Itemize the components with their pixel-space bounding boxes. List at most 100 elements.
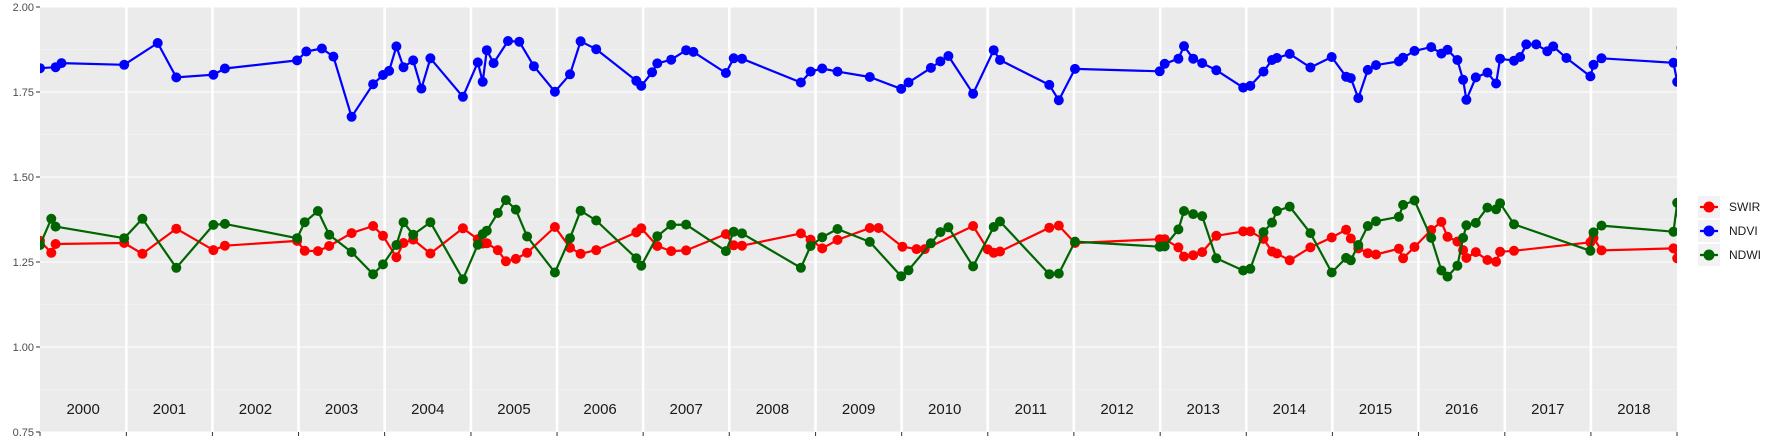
ndwi-point	[1672, 197, 1677, 208]
swir-point	[46, 247, 57, 258]
ndwi-point	[492, 208, 503, 218]
swir-point	[481, 238, 492, 249]
ndwi-point	[943, 222, 954, 233]
ndvi-point	[1588, 59, 1599, 70]
swir-point	[549, 222, 560, 232]
series-ndvi	[40, 36, 1691, 122]
ndwi-point	[1676, 213, 1677, 218]
ndwi-point	[1668, 226, 1677, 237]
ndwi-point	[1409, 195, 1420, 206]
ndvi-point	[481, 45, 492, 56]
swir-point	[995, 246, 1005, 257]
swir-point	[378, 230, 388, 241]
ndvi-point	[1470, 72, 1481, 83]
swir-point	[832, 234, 843, 245]
ndwi-point	[1442, 271, 1453, 282]
swir-point	[1044, 222, 1055, 233]
swir-point	[864, 223, 875, 233]
year-label: 2000	[66, 401, 99, 418]
ndwi-point	[292, 233, 303, 244]
swir-point	[1238, 226, 1249, 237]
swir-point	[500, 256, 511, 267]
swir-point	[968, 221, 979, 231]
ndvi-point	[119, 59, 130, 70]
ndwi-point	[631, 253, 642, 264]
ndvi-point	[652, 58, 663, 69]
ndwi-point	[1326, 267, 1337, 278]
ndvi-point	[1245, 80, 1256, 91]
ndvi-point	[1188, 53, 1199, 64]
ndwi-point	[398, 217, 409, 228]
ndvi-point	[391, 41, 402, 52]
swir-point	[1341, 224, 1352, 235]
ndvi-point	[219, 63, 230, 74]
ndwi-point	[481, 225, 492, 236]
ndwi-point	[1470, 217, 1481, 228]
ndvi-point	[40, 63, 45, 74]
ndvi-point	[1442, 44, 1453, 55]
swir-point	[391, 252, 402, 263]
ndvi-point	[1681, 74, 1691, 84]
ndwi-point	[119, 233, 130, 244]
year-label: 2018	[1617, 401, 1650, 418]
x-axis	[39, 432, 1678, 436]
ndvi-point	[316, 43, 327, 54]
ndvi-point	[925, 62, 936, 73]
legend-key-point	[1703, 201, 1715, 213]
ndwi-point	[500, 195, 511, 206]
ndvi-point	[1491, 78, 1502, 89]
ndvi-point	[171, 72, 182, 83]
ndvi-point	[1371, 60, 1381, 71]
ndwi-point	[1461, 220, 1472, 231]
ndvi-point	[1305, 62, 1316, 73]
swir-point	[522, 247, 533, 258]
ndvi-point	[720, 68, 731, 78]
swir-point	[1681, 248, 1691, 258]
ndwi-point	[1271, 206, 1282, 216]
y-tick-label: 2.00	[13, 2, 34, 14]
ndwi-point	[1188, 209, 1199, 220]
ndvi-point	[1596, 53, 1607, 64]
year-label: 2002	[239, 401, 272, 418]
ndwi-point	[1751, 284, 1761, 294]
swir-point	[1173, 242, 1184, 253]
swir-point	[1668, 243, 1677, 254]
swir-point	[1470, 247, 1481, 258]
ndvi-point	[152, 38, 163, 48]
ndwi-point	[1760, 253, 1770, 263]
legend-label: SWIR	[1729, 200, 1761, 214]
ndwi-point	[995, 216, 1005, 227]
ndvi-point	[688, 46, 699, 57]
ndvi-point	[1548, 41, 1559, 52]
ndvi-point	[1482, 67, 1493, 78]
ndwi-point	[346, 247, 357, 258]
ndwi-point	[1362, 221, 1373, 231]
ndvi-point	[1179, 41, 1189, 52]
ndwi-point	[408, 229, 419, 240]
year-label: 2010	[928, 401, 961, 418]
grid-major	[40, 6, 1677, 433]
ndwi-point	[832, 224, 843, 234]
swir-point	[1211, 230, 1222, 241]
ndvi-point	[968, 88, 979, 99]
ndwi-point	[1159, 241, 1170, 252]
ndwi-point	[208, 219, 219, 230]
swir-point	[591, 245, 602, 256]
y-tick-label: 1.00	[13, 342, 34, 354]
ndwi-point	[425, 217, 436, 228]
ndwi-point	[1436, 265, 1447, 276]
ndvi-point	[943, 51, 954, 61]
ndvi-point	[1495, 53, 1506, 64]
ndvi-point	[1044, 79, 1055, 90]
ndvi-point	[988, 45, 999, 56]
ndwi-point	[1305, 228, 1316, 239]
ndvi-point	[56, 58, 67, 69]
ndwi-point	[805, 241, 816, 251]
year-label: 2004	[411, 401, 444, 418]
swir-point	[1767, 234, 1773, 244]
ndvi-point	[528, 61, 539, 72]
swir-point	[575, 248, 586, 259]
ndvi-point	[903, 77, 914, 88]
swir-point	[795, 228, 806, 239]
y-tick-label: 1.25	[13, 257, 34, 269]
